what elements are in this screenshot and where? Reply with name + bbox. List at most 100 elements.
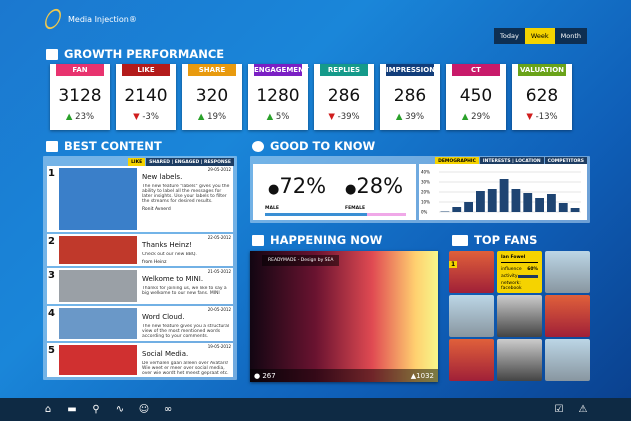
metric-change: ▼ -39% — [328, 112, 360, 122]
period-week[interactable]: Week — [524, 28, 555, 44]
likes-count: ▲1032 — [410, 371, 434, 380]
content-thumbnail — [59, 345, 137, 375]
happening-now-media[interactable]: READYMADE - Design by SEA ● 267 ▲1032 — [250, 251, 438, 382]
chart-bar — [476, 191, 485, 212]
best-content-item[interactable]: 2 22-05-2012 Thanks Heinz! Check out our… — [47, 234, 233, 266]
comment-icon: ● — [254, 371, 261, 380]
pie-icon — [252, 140, 264, 152]
metric-card-like[interactable]: LIKE 2140 ▼ -3% — [116, 64, 176, 130]
arrow-up-icon: ▲ — [395, 112, 403, 122]
metric-card-fan[interactable]: FAN 3128 ▲ 23% — [50, 64, 110, 130]
metric-value: 2140 — [124, 86, 168, 106]
warning-icon[interactable]: ⚠ — [578, 404, 588, 415]
chart-bar — [487, 189, 497, 212]
chart-bar — [547, 194, 556, 212]
metric-label: CT — [452, 64, 500, 76]
best-content-item[interactable]: 5 19-05-2012 Social Media. De verhalen g… — [47, 343, 233, 377]
female-stat: ●28% — [345, 174, 404, 198]
best-content-title: BEST CONTENT — [46, 139, 162, 153]
metric-card-share[interactable]: SHARE 320 ▲ 19% — [182, 64, 242, 130]
metric-label: VALUATION — [518, 64, 566, 76]
happening-now-title: HAPPENING NOW — [252, 233, 382, 247]
demographic-chart: 0% 10% 20% 30% 40% — [419, 164, 587, 220]
growth-title: GROWTH PERFORMANCE — [46, 47, 224, 61]
arrow-down-icon: ▼ — [328, 112, 335, 122]
content-thumbnail — [59, 168, 137, 230]
arrow-up-icon: ▲ — [65, 112, 73, 122]
metric-change: ▲ 29% — [461, 112, 491, 122]
fan-photo[interactable] — [449, 295, 494, 337]
metric-change: ▲ 39% — [395, 112, 425, 122]
y-tick-label: 10% — [421, 200, 430, 205]
search-icon[interactable]: ⚲ — [92, 404, 100, 415]
fan-photo[interactable] — [497, 295, 542, 337]
metric-label: REPLIES — [320, 64, 368, 76]
top-fans-grid: 1 Ian Fowel influence 60% activity networ… — [449, 251, 591, 382]
best-content-item[interactable]: 1 29-05-2012 New labels. The new feature… — [47, 166, 233, 232]
fan-photo[interactable]: 1 — [449, 251, 494, 293]
growth-cards: FAN 3128 ▲ 23% LIKE 2140 ▼ -3% SHARE 320 ▲… — [50, 64, 572, 130]
home-icon[interactable]: ⌂ — [44, 404, 52, 415]
arrow-up-icon: ▲ — [266, 112, 274, 122]
metric-card-valuation[interactable]: VALUATION 628 ▼ -13% — [512, 64, 572, 130]
chart-icon — [46, 48, 58, 60]
metric-value: 1280 — [256, 86, 300, 106]
tab-shared-engaged-response[interactable]: SHARED | ENGAGED | RESPONSE — [146, 158, 234, 166]
metric-change: ▲ 5% — [266, 112, 290, 122]
metric-change: ▼ -3% — [133, 112, 159, 122]
bottom-nav: ⌂ ▬ ⚲ ∿ ☺ ∞ ☑ ⚠ — [0, 398, 631, 421]
metric-card-replies[interactable]: REPLIES 286 ▼ -39% — [314, 64, 374, 130]
link-icon[interactable]: ∞ — [163, 404, 173, 415]
metric-label: FAN — [56, 64, 104, 76]
chart-bar — [440, 211, 450, 212]
best-content-item[interactable]: 4 20-05-2012 Word Cloud. The new feature… — [47, 306, 233, 341]
users-icon[interactable]: ☺ — [138, 404, 150, 415]
y-tick-label: 40% — [421, 170, 430, 175]
y-tick-label: 0% — [421, 210, 428, 215]
best-content-panel: LIKE SHARED | ENGAGED | RESPONSE 1 29-05… — [43, 156, 237, 380]
fan-photo[interactable] — [545, 251, 590, 293]
fan-info-card: Ian Fowel influence 60% activity network:… — [497, 251, 542, 293]
metric-card-impression[interactable]: IMPRESSION 286 ▲ 39% — [380, 64, 440, 130]
users-icon — [452, 234, 468, 246]
tab-interests-location[interactable]: INTERESTS | LOCATION — [479, 157, 544, 165]
y-tick-label: 20% — [421, 190, 430, 195]
chart-bar — [535, 198, 544, 212]
metric-label: ENGAGEMENT — [254, 64, 309, 76]
trend-icon[interactable]: ∿ — [115, 404, 125, 415]
chart-bar — [523, 193, 533, 212]
chart-bar — [464, 202, 473, 212]
document-icon — [252, 234, 264, 246]
period-today[interactable]: Today — [494, 28, 525, 44]
arrow-up-icon: ▲ — [461, 112, 469, 122]
logo: Media Injection® — [41, 6, 137, 32]
metric-card-engagement[interactable]: ENGAGEMENT 1280 ▲ 5% — [248, 64, 309, 130]
gender-box: ●72% ●28% MALE FEMALE — [253, 164, 416, 220]
fan-photo[interactable] — [545, 339, 590, 381]
arrow-down-icon: ▼ — [526, 112, 533, 122]
metric-label: SHARE — [188, 64, 236, 76]
metric-change: ▲ 23% — [65, 112, 95, 122]
tab-competitors[interactable]: COMPETITORS — [544, 157, 587, 165]
metric-value: 628 — [525, 86, 559, 106]
folder-icon[interactable]: ▬ — [67, 404, 77, 415]
fan-photo[interactable] — [449, 339, 494, 381]
period-toggle: Today Week Month — [494, 28, 587, 44]
good-to-know-title: GOOD TO KNOW — [252, 139, 375, 153]
checkbox-icon[interactable]: ☑ — [554, 404, 564, 415]
content-thumbnail — [59, 308, 137, 339]
best-content-item[interactable]: 3 21-05-2012 Welkome to MINI. Thanks for… — [47, 268, 233, 304]
male-bar-fill — [265, 213, 367, 216]
metric-label: LIKE — [122, 64, 170, 76]
chart-bar — [499, 179, 509, 212]
fan-photo[interactable] — [545, 295, 590, 337]
metric-card-ct[interactable]: CT 450 ▲ 29% — [446, 64, 506, 130]
fan-photo[interactable] — [497, 339, 542, 381]
comments-count: ● 267 — [254, 371, 276, 380]
tab-demographic[interactable]: DEMOGRAPHIC — [435, 157, 479, 165]
female-icon: ● — [345, 182, 357, 197]
tab-like[interactable]: LIKE — [128, 158, 146, 166]
period-month[interactable]: Month — [554, 28, 587, 44]
activity-bar — [518, 275, 538, 278]
metric-change: ▼ -13% — [526, 112, 558, 122]
